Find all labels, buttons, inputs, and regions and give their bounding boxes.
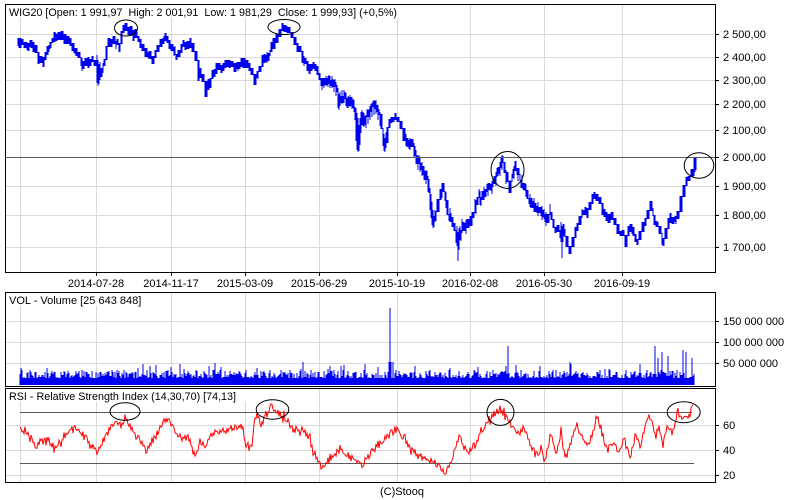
svg-text:2015-10-19: 2015-10-19 (369, 278, 425, 290)
svg-text:2014-11-17: 2014-11-17 (143, 278, 198, 290)
svg-text:2016-05-30: 2016-05-30 (516, 278, 572, 290)
svg-text:2 300,00: 2 300,00 (723, 75, 766, 87)
svg-text:(C)Stooq: (C)Stooq (380, 486, 424, 498)
svg-text:VOL - Volume [25 643 848]: VOL - Volume [25 643 848] (9, 295, 141, 307)
svg-text:1 800,00: 1 800,00 (723, 210, 766, 222)
svg-text:1 900,00: 1 900,00 (723, 181, 766, 193)
svg-text:2 500,00: 2 500,00 (723, 29, 766, 41)
svg-text:1 700,00: 1 700,00 (723, 242, 766, 254)
svg-text:150 000 000: 150 000 000 (723, 316, 784, 328)
svg-text:WIG20 [Open: 1 991,97 High: 2: WIG20 [Open: 1 991,97 High: 2 001,91 Low… (9, 7, 397, 19)
svg-text:2 200,00: 2 200,00 (723, 99, 766, 111)
svg-text:RSI - Relative Strength Index: RSI - Relative Strength Index (14,30,70)… (9, 391, 236, 403)
svg-text:20: 20 (723, 470, 735, 482)
svg-text:60: 60 (723, 420, 735, 432)
svg-text:2 000,00: 2 000,00 (723, 152, 766, 164)
svg-text:50 000 000: 50 000 000 (723, 358, 778, 370)
svg-text:2015-06-29: 2015-06-29 (291, 278, 347, 290)
svg-text:2 100,00: 2 100,00 (723, 125, 766, 137)
svg-text:100 000 000: 100 000 000 (723, 337, 784, 349)
svg-text:40: 40 (723, 445, 735, 457)
svg-text:2016-02-08: 2016-02-08 (442, 278, 498, 290)
svg-text:2015-03-09: 2015-03-09 (217, 278, 273, 290)
svg-text:2016-09-19: 2016-09-19 (594, 278, 650, 290)
svg-text:2 400,00: 2 400,00 (723, 52, 766, 64)
svg-text:2014-07-28: 2014-07-28 (68, 278, 124, 290)
